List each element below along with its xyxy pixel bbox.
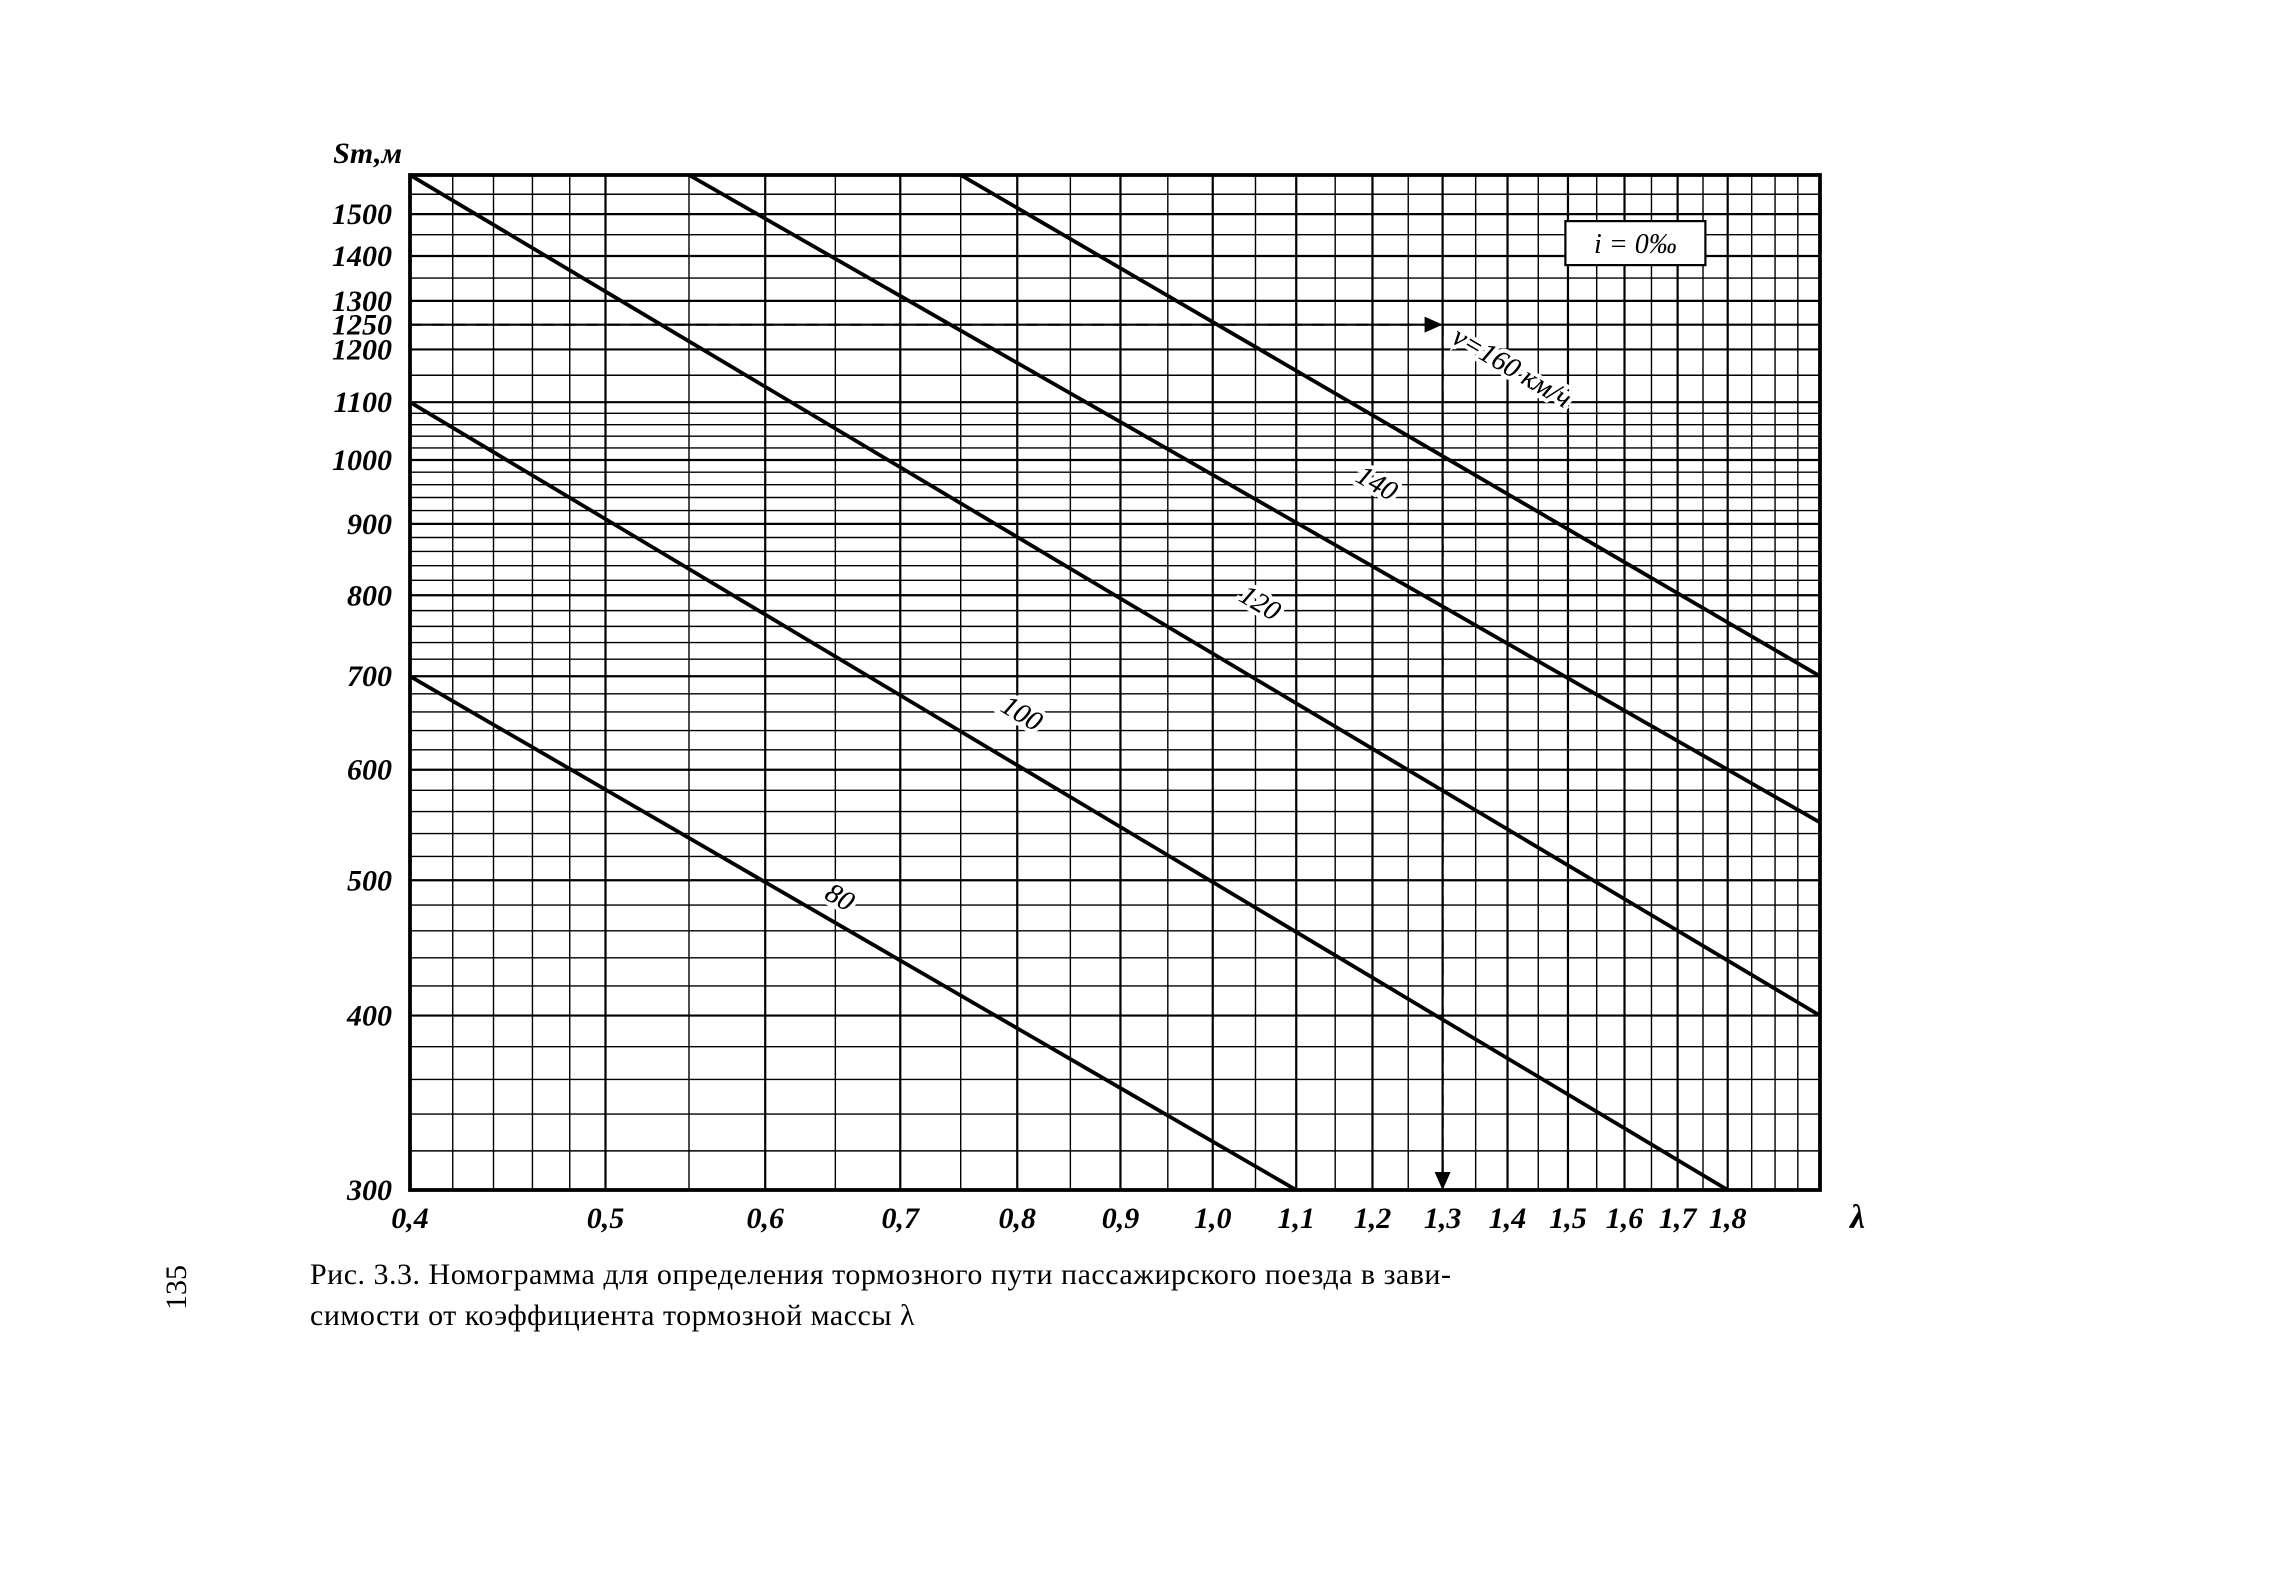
y-tick-label: 1500 xyxy=(332,198,392,231)
y-tick-label: 1100 xyxy=(334,386,392,419)
series-line xyxy=(689,175,1820,822)
y-tick-label: 300 xyxy=(346,1174,392,1207)
series-line xyxy=(410,676,1296,1190)
x-tick-label: 0,7 xyxy=(882,1202,921,1235)
x-tick-label: 1,1 xyxy=(1277,1202,1315,1235)
x-tick-label: 1,4 xyxy=(1489,1202,1527,1235)
y-tick-label: 900 xyxy=(347,508,392,541)
x-tick-label: 1,2 xyxy=(1354,1202,1392,1235)
series-line xyxy=(410,402,1728,1190)
series-label: 80 xyxy=(820,877,860,918)
x-axis-label: λ xyxy=(1848,1199,1865,1236)
page-number: 135 xyxy=(160,1265,194,1310)
x-tick-label: 0,6 xyxy=(746,1202,784,1235)
x-tick-label: 1,5 xyxy=(1549,1202,1587,1235)
x-tick-label: 1,6 xyxy=(1606,1202,1644,1235)
series-label: 140 xyxy=(1351,460,1403,508)
annotation-text: i = 0‰ xyxy=(1594,229,1677,260)
arrow-icon xyxy=(1435,1172,1451,1190)
y-tick-label: 1400 xyxy=(332,240,392,273)
y-tick-label: 400 xyxy=(346,1000,392,1033)
y-tick-label: 1000 xyxy=(332,444,392,477)
x-tick-label: 1,7 xyxy=(1659,1202,1698,1235)
series-label: v=160 км/ч xyxy=(1447,321,1577,415)
arrow-icon xyxy=(1425,317,1443,333)
y-axis-label: Sт,м xyxy=(333,137,402,170)
y-tick-label: 800 xyxy=(347,579,392,612)
x-tick-label: 0,5 xyxy=(587,1202,625,1235)
y-tick-label: 1300 xyxy=(332,285,392,318)
y-tick-label: 700 xyxy=(347,660,392,693)
x-tick-label: 1,0 xyxy=(1194,1202,1232,1235)
x-tick-label: 0,8 xyxy=(999,1202,1037,1235)
x-tick-label: 1,8 xyxy=(1709,1202,1747,1235)
y-tick-label: 600 xyxy=(347,754,392,787)
y-tick-label: 500 xyxy=(347,864,392,897)
x-tick-label: 1,3 xyxy=(1424,1202,1462,1235)
series-label: 120 xyxy=(1234,579,1286,627)
caption-line1: Рис. 3.3. Номограмма для определения тор… xyxy=(310,1258,1451,1291)
x-tick-label: 0,4 xyxy=(391,1202,429,1235)
caption-line2: симости от коэффициента тормозной массы … xyxy=(310,1299,915,1332)
x-tick-label: 0,9 xyxy=(1102,1202,1140,1235)
